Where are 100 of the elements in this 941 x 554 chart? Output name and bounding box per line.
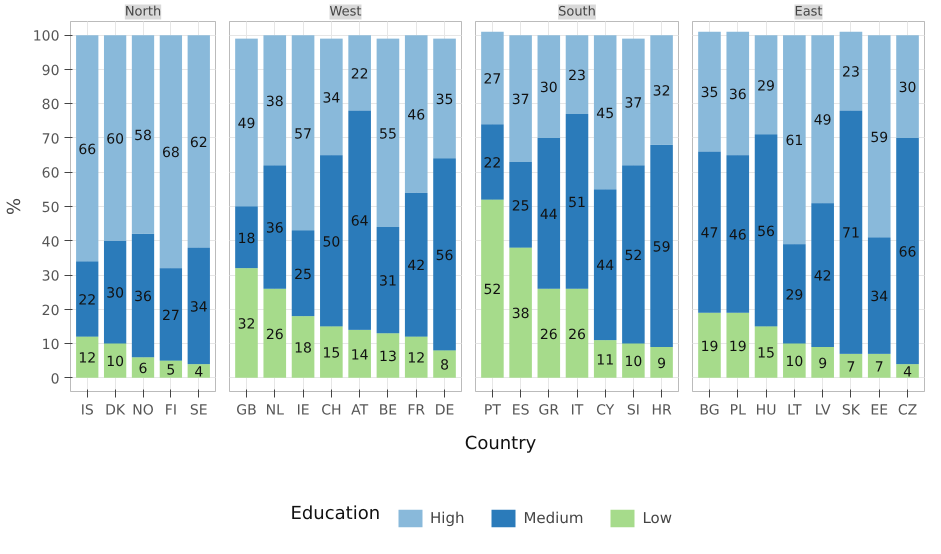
bar — [76, 35, 98, 262]
x-tick-label: SI — [626, 402, 640, 418]
bar — [896, 364, 919, 378]
x-tick-label: FR — [407, 402, 426, 418]
data-label: 42 — [814, 268, 832, 285]
y-tick-label: 80 — [42, 97, 60, 114]
bar — [104, 344, 126, 378]
data-label: 22 — [350, 66, 369, 82]
x-tick-label: HU — [756, 402, 776, 418]
data-label: 34 — [190, 299, 208, 316]
data-label: 51 — [568, 194, 586, 211]
data-label: 68 — [162, 145, 180, 162]
data-label: 10 — [106, 354, 124, 370]
y-tick-label: 100 — [32, 28, 60, 45]
data-label: 27 — [484, 72, 502, 88]
data-label: 59 — [870, 130, 888, 146]
x-tick-label: LT — [787, 402, 802, 418]
bar — [348, 330, 371, 378]
data-label: 18 — [238, 230, 256, 247]
bar — [538, 288, 560, 378]
bar — [348, 110, 371, 330]
bar — [783, 244, 806, 344]
bar — [538, 35, 560, 138]
data-label: 4 — [903, 364, 912, 380]
x-tick-label: SE — [190, 402, 208, 418]
data-label: 49 — [238, 116, 256, 132]
bar — [622, 38, 645, 166]
bar — [650, 144, 673, 347]
bar — [320, 155, 343, 326]
bar — [509, 35, 532, 162]
y-tick-label: 40 — [42, 234, 60, 250]
data-label: 34 — [322, 90, 340, 106]
bar — [104, 35, 126, 241]
data-label: 18 — [294, 340, 312, 356]
data-label: 7 — [874, 359, 884, 376]
data-label: 12 — [407, 350, 426, 367]
y-tick-label: 30 — [42, 268, 60, 285]
x-tick-label: CZ — [898, 402, 918, 418]
data-label: 52 — [624, 248, 642, 264]
data-label: 30 — [540, 80, 558, 96]
data-label: 30 — [106, 286, 124, 302]
bar — [76, 336, 98, 378]
data-label: 36 — [728, 86, 747, 103]
x-tick-label: IS — [80, 402, 94, 418]
bar — [348, 35, 371, 111]
data-label: 36 — [134, 289, 152, 306]
data-label: 42 — [407, 258, 426, 274]
bar — [433, 350, 456, 378]
data-label: 46 — [407, 108, 426, 124]
data-label: 13 — [379, 349, 397, 366]
bar — [566, 114, 588, 289]
data-label: 52 — [484, 282, 502, 298]
bar — [650, 35, 673, 145]
bar — [896, 35, 919, 138]
data-label: 22 — [78, 292, 96, 308]
data-label: 64 — [350, 214, 369, 230]
data-label: 27 — [162, 308, 180, 324]
bar — [754, 326, 778, 378]
bar — [235, 206, 258, 268]
bar — [263, 35, 286, 166]
bar — [433, 38, 456, 159]
chart-title: East — [794, 4, 823, 20]
bar — [594, 189, 616, 340]
bar — [783, 344, 806, 378]
data-label: 15 — [322, 346, 340, 362]
data-label: 55 — [379, 126, 397, 142]
bar — [292, 316, 314, 378]
y-axis-title: % — [4, 198, 25, 216]
bar — [622, 344, 645, 378]
bar — [481, 124, 504, 200]
bar — [188, 364, 210, 378]
x-tick-label: EE — [870, 402, 888, 418]
data-label: 59 — [652, 239, 671, 256]
data-label: 6 — [138, 361, 148, 378]
bar — [404, 35, 428, 193]
data-label: 71 — [842, 226, 860, 242]
data-label: 60 — [106, 131, 124, 148]
x-tick-label: BE — [378, 402, 398, 418]
data-label: 57 — [294, 126, 312, 142]
data-label: 11 — [596, 352, 614, 368]
x-tick-label: CH — [321, 402, 342, 418]
bar — [868, 237, 891, 354]
data-label: 5 — [166, 362, 176, 379]
x-tick-label: BG — [699, 402, 720, 418]
x-tick-label: NL — [266, 402, 284, 418]
data-label: 12 — [78, 350, 96, 367]
x-tick-label: LV — [814, 402, 831, 418]
chart-title: South — [558, 4, 596, 20]
data-label: 23 — [568, 68, 586, 84]
x-tick-label: NO — [132, 402, 154, 418]
data-label: 36 — [266, 220, 284, 237]
bar — [292, 230, 314, 316]
legend-label: Low — [642, 509, 672, 527]
bar — [622, 165, 645, 344]
data-label: 50 — [322, 234, 340, 250]
data-label: 26 — [266, 326, 284, 343]
bar — [481, 200, 504, 378]
legend-title: Education — [290, 503, 380, 524]
data-label: 8 — [440, 358, 449, 374]
data-label: 46 — [728, 227, 747, 244]
